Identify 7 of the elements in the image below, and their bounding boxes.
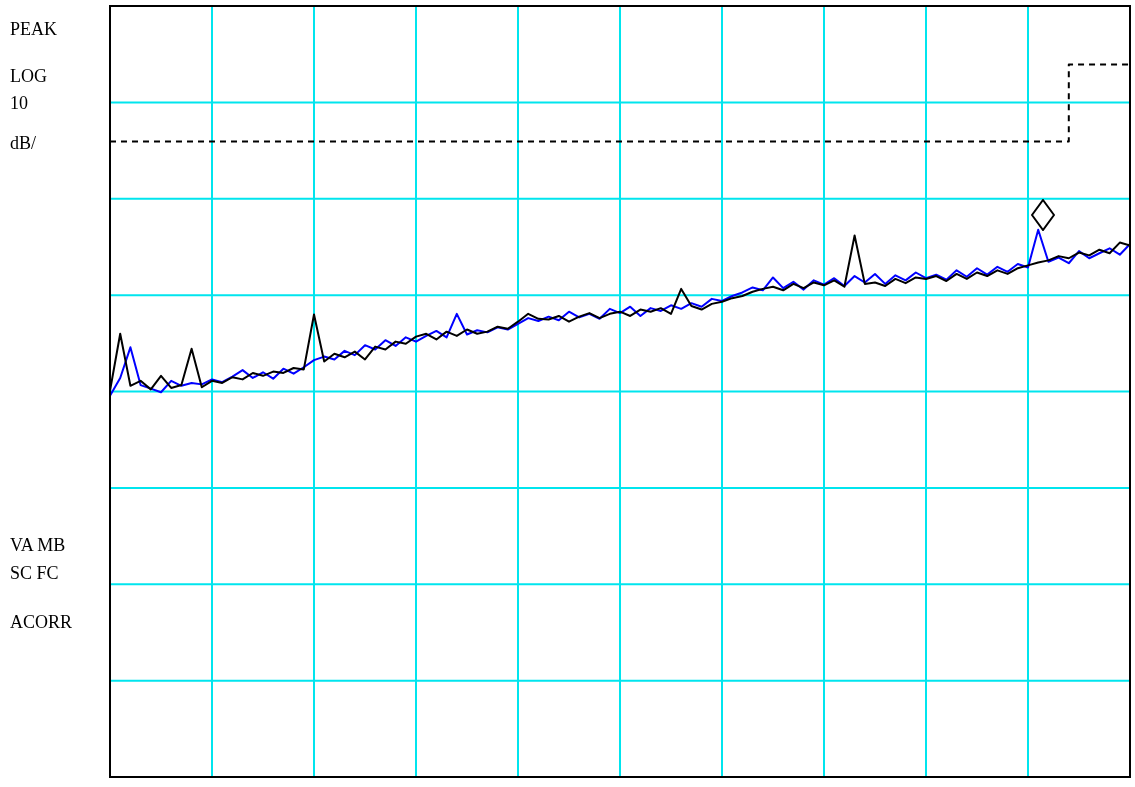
text: PEAK (10, 19, 58, 39)
text: ACORR (10, 612, 73, 632)
text: 10 (10, 93, 28, 113)
text: VA MB (10, 535, 66, 555)
text: LOG (10, 66, 47, 86)
text: SC FC (10, 563, 59, 583)
text: dB/ (10, 133, 37, 153)
